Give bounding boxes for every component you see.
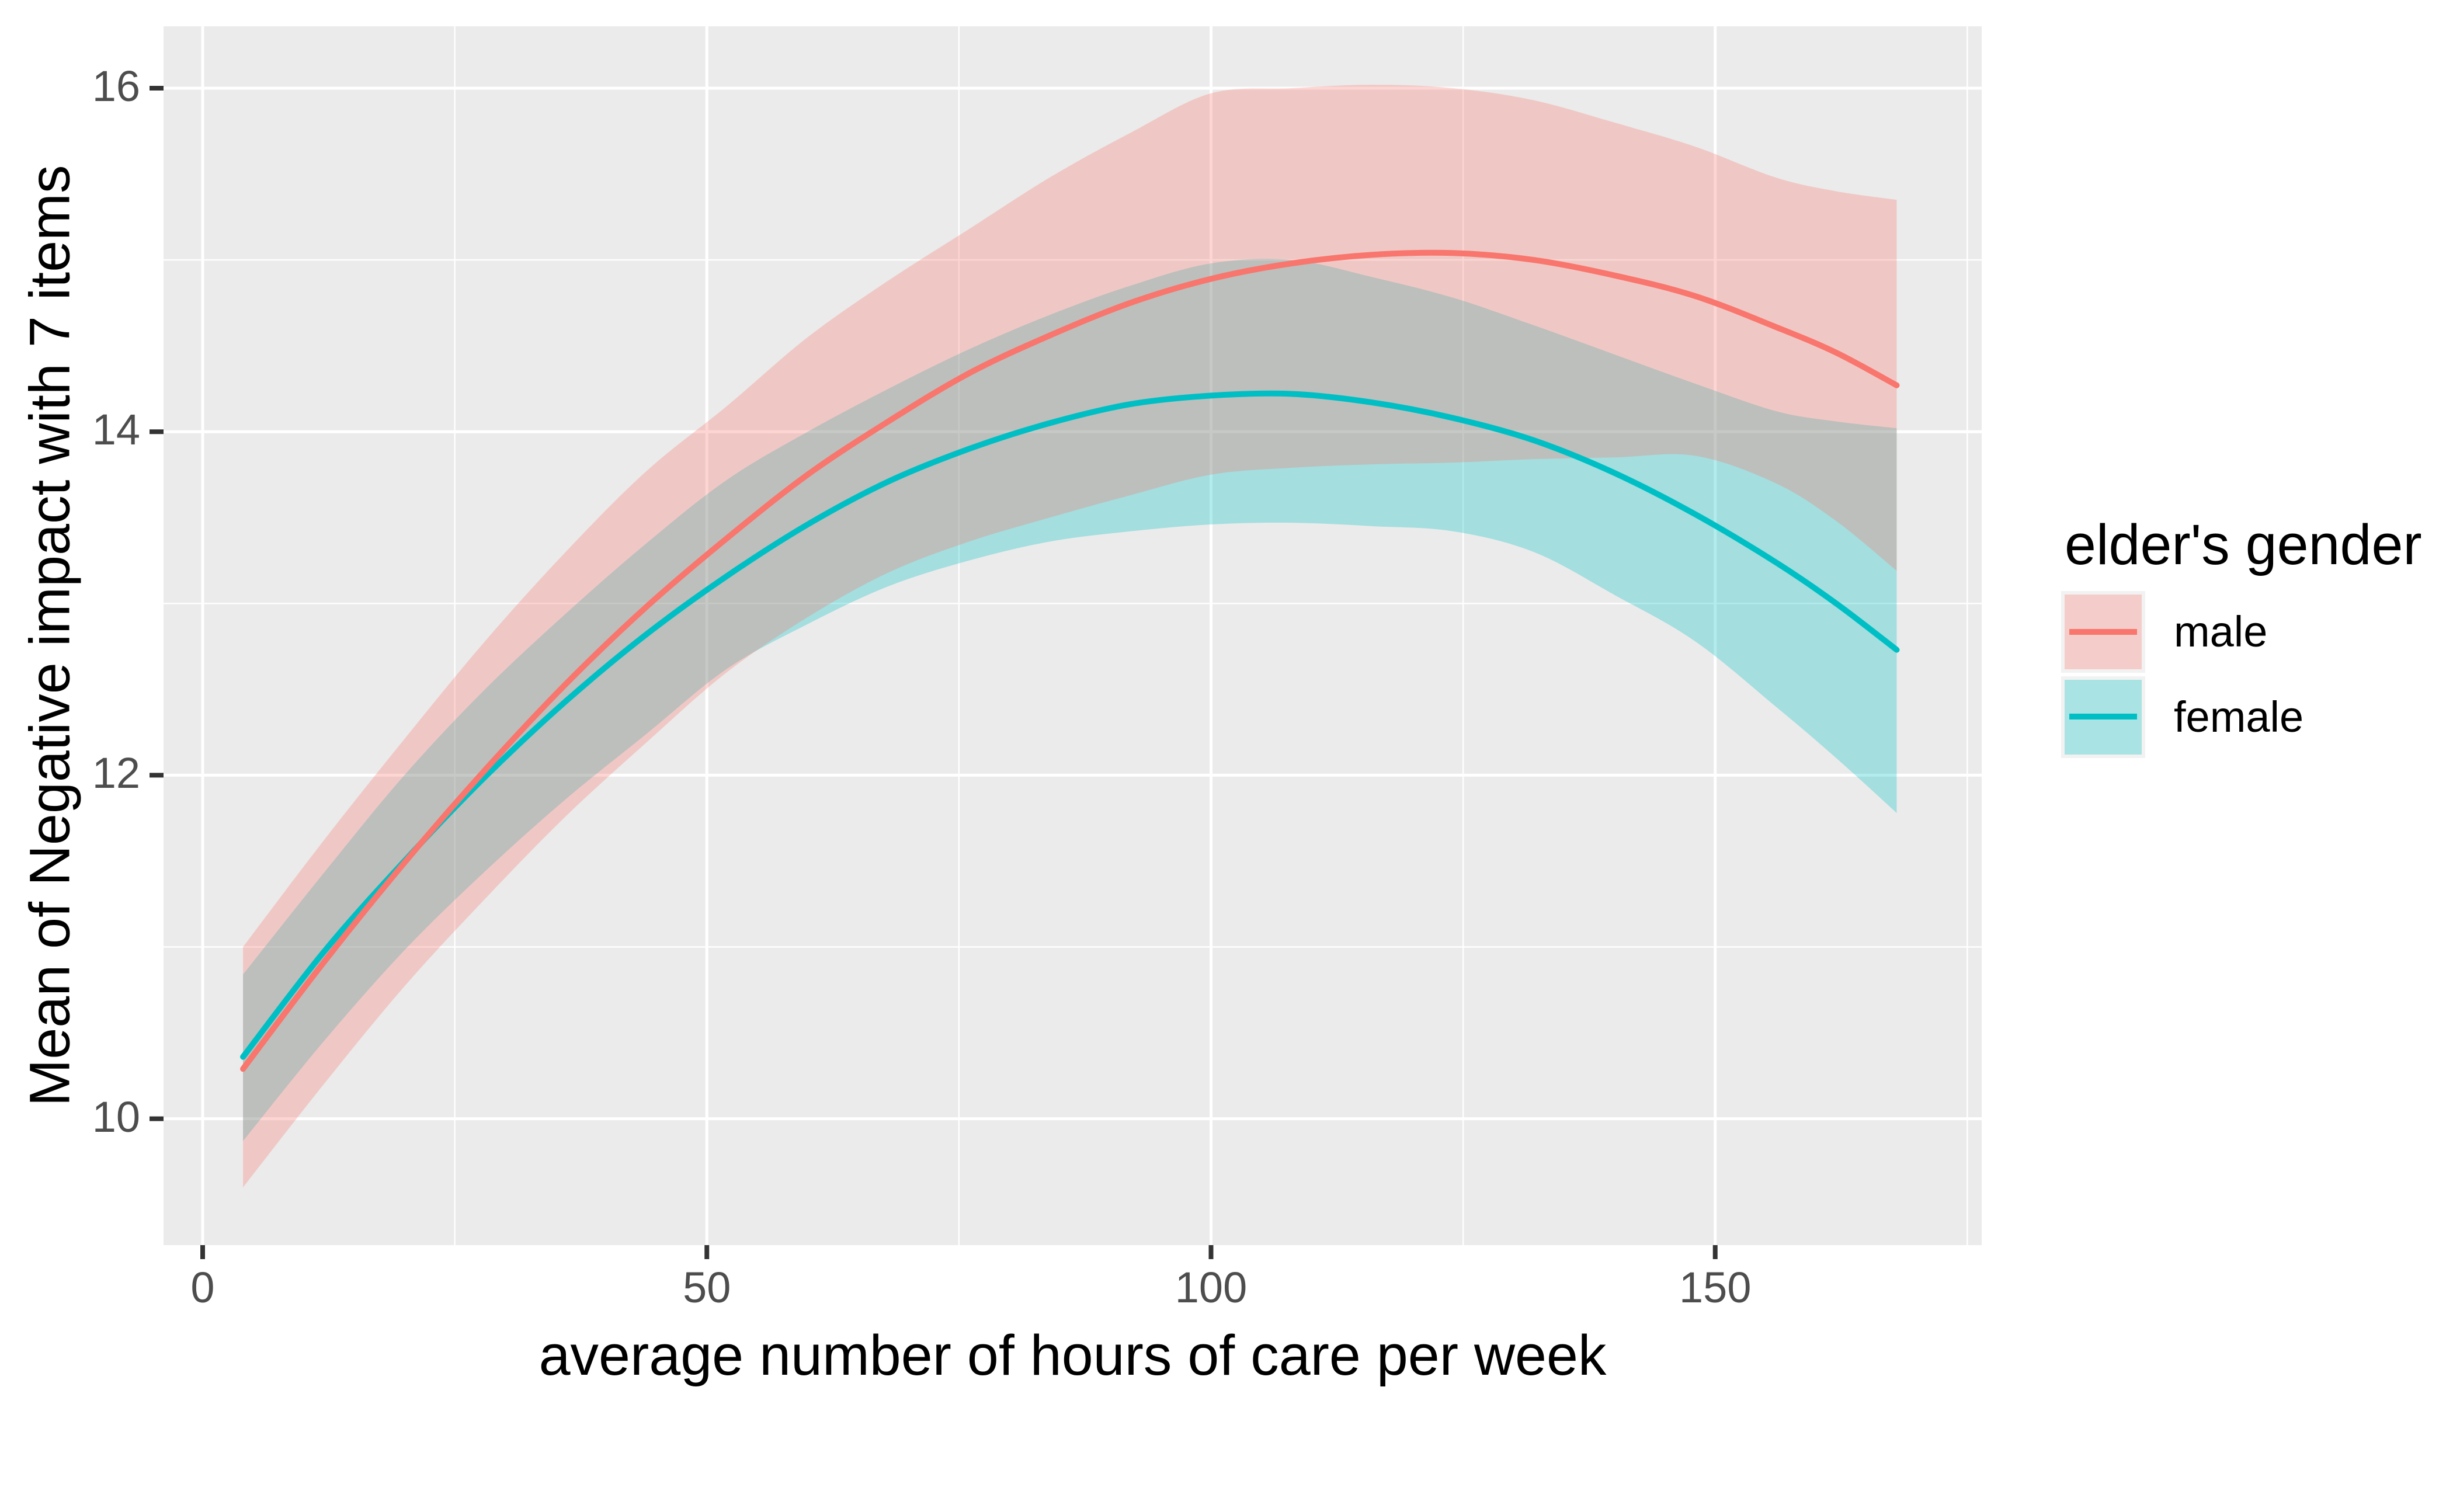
- panel-background: [164, 26, 1982, 1245]
- smooth-layers: [240, 85, 1900, 1188]
- male-confidence-ribbon: [243, 85, 1897, 1188]
- female-confidence-ribbon: [243, 259, 1897, 1141]
- y-tick-label-12: 12: [92, 749, 140, 798]
- female-smooth-line: [240, 390, 1900, 1060]
- y-tick-label-14: 14: [92, 405, 140, 454]
- x-tick-label-150: 150: [1679, 1263, 1752, 1312]
- y-tick-label-16: 16: [92, 62, 140, 110]
- x-tick-label-100: 100: [1175, 1263, 1248, 1312]
- x-axis-title: average number of hours of care per week: [538, 1323, 1607, 1387]
- x-tick-label-50: 50: [683, 1263, 731, 1312]
- axis-tick-marks: [150, 86, 1718, 1259]
- y-tick-label-10: 10: [92, 1092, 140, 1141]
- plot-panel: [150, 26, 1982, 1259]
- x-tick-label-0: 0: [190, 1263, 215, 1312]
- gridlines: [164, 26, 1982, 1245]
- male-smooth-line: [240, 249, 1900, 1072]
